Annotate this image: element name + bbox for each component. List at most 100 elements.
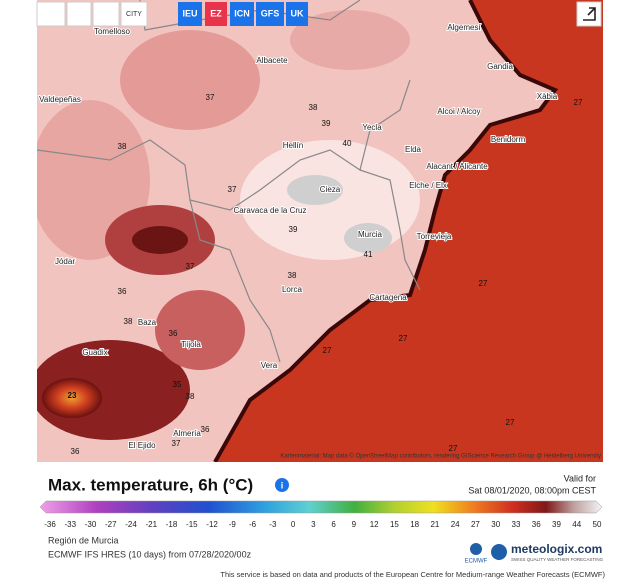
model-button[interactable] [256, 2, 284, 26]
temperature-label: 27 [399, 334, 408, 343]
temperature-label: 38 [288, 271, 297, 280]
locate-button[interactable] [66, 1, 92, 27]
scale-label: 15 [390, 520, 399, 529]
place-label: Alcoi / Alcoy [437, 107, 480, 116]
model-buttons: IEU EZ ICN GFS UK [178, 2, 308, 26]
temperature-label: 23 [68, 391, 77, 400]
model-button[interactable] [286, 2, 308, 26]
brand-logo [491, 544, 507, 560]
place-label: Algemesí [447, 23, 481, 32]
scale-label: 39 [552, 520, 561, 529]
scale-label: -18 [166, 520, 178, 529]
temperature-label: 38 [186, 392, 195, 401]
scale-label: 36 [532, 520, 541, 529]
model-button-label: GFS [261, 8, 280, 18]
scale-label: -27 [105, 520, 117, 529]
temperature-label: 37 [206, 93, 215, 102]
model-button[interactable] [230, 2, 254, 26]
model-button[interactable] [178, 2, 202, 26]
model-info: ECMWF IFS HRES (10 days) from 07/28/2020… [48, 549, 252, 559]
place-label: Murcia [358, 230, 383, 239]
place-label: Caravaca de la Cruz [234, 206, 307, 215]
temperature-label: 36 [169, 329, 178, 338]
model-button-label: IEU [182, 8, 197, 18]
temperature-label: 27 [449, 444, 458, 453]
scale-label: -33 [64, 520, 76, 529]
color-bar [39, 500, 603, 514]
share-icon [583, 7, 596, 21]
scale-label: 18 [410, 520, 419, 529]
grid-button[interactable] [36, 1, 66, 27]
scale-label: 24 [451, 520, 460, 529]
scale-label: 12 [370, 520, 379, 529]
place-label: Hellín [283, 141, 303, 150]
model-button-label: ICN [234, 8, 250, 18]
color-scale: -36 -33 -30 -27 -24 -21 -18 -15 -12 -9 -6 -3 0 3 6 9 12 1… [44, 520, 602, 529]
place-label: Jódar [55, 257, 75, 266]
place-label: Benidorm [491, 135, 526, 144]
place-label: Tíjola [181, 340, 201, 349]
scale-label: 50 [593, 520, 602, 529]
scale-label: 30 [491, 520, 500, 529]
place-label: Torrevieja [417, 232, 452, 241]
model-button-label: EZ [210, 8, 222, 18]
scale-label: -24 [125, 520, 137, 529]
place-label: Tomelloso [94, 27, 131, 36]
temperature-label: 40 [343, 139, 352, 148]
place-label: Valdepeñas [39, 95, 81, 104]
scale-label: 44 [572, 520, 581, 529]
ecmwf-label: ECMWF [465, 559, 488, 565]
scale-label: -36 [44, 520, 56, 529]
scale-label: -6 [249, 520, 257, 529]
temperature-label: 36 [118, 287, 127, 296]
scale-label: 9 [352, 520, 357, 529]
temperature-label: 27 [506, 418, 515, 427]
ecmwf-logo [470, 543, 482, 555]
place-label: Guadix [82, 348, 107, 357]
temperature-label: 27 [479, 279, 488, 288]
temperature-label: 38 [309, 103, 318, 112]
scale-label: -9 [229, 520, 237, 529]
temperature-label: 38 [118, 142, 127, 151]
valid-label: Valid for [564, 473, 596, 483]
place-label: El Ejido [128, 441, 156, 450]
place-label: Cieza [320, 185, 341, 194]
scale-label: -21 [146, 520, 158, 529]
scale-label: 21 [430, 520, 439, 529]
legend-title: Max. temperature, 6h (°C) [48, 475, 253, 494]
zoom-button[interactable] [92, 1, 120, 27]
place-label: Baza [138, 318, 157, 327]
place-label: Alacant / Alicante [426, 162, 488, 171]
valid-time: Sat 08/01/2020, 08:00pm CEST [468, 485, 596, 495]
temperature-label: 41 [364, 250, 373, 259]
temperature-label: 35 [173, 380, 182, 389]
scale-label: -30 [85, 520, 97, 529]
scale-label: 6 [331, 520, 336, 529]
place-label: Albacete [256, 56, 288, 65]
place-label: Xàbia [537, 92, 558, 101]
region: Región de Murcia [48, 535, 119, 545]
temperature-label: 36 [201, 425, 210, 434]
scale-label: -15 [186, 520, 198, 529]
temperature-labels: 37 38 39 40 38 37 39 41 37 38 36 38 36 35 23 38 36 37 36 27… [68, 93, 583, 456]
temperature-label: 39 [322, 119, 331, 128]
temperature-label: 27 [574, 98, 583, 107]
map[interactable] [30, 0, 603, 462]
brand: meteologix.com [511, 542, 602, 556]
tagline: SWISS QUALITY WEATHER FORECASTING [511, 557, 604, 562]
city-button[interactable] [120, 1, 148, 27]
place-label: Cartagena [369, 293, 407, 302]
model-button[interactable] [205, 2, 227, 26]
place-label: Vera [261, 361, 278, 370]
place-label: Elche / Elx [409, 181, 447, 190]
place-label: Gandia [487, 62, 513, 71]
temperature-label: 37 [228, 185, 237, 194]
place-label: Yecla [362, 123, 382, 132]
place-label: Elda [405, 145, 422, 154]
temperature-label: 36 [71, 447, 80, 456]
attribution: Kartenmaterial: Map data © OpenStreetMap… [280, 453, 601, 460]
info-icon[interactable] [275, 478, 289, 492]
place-labels: Tomelloso Albacete Valdepeñas Hellín Yecla Ci… [38, 22, 559, 451]
